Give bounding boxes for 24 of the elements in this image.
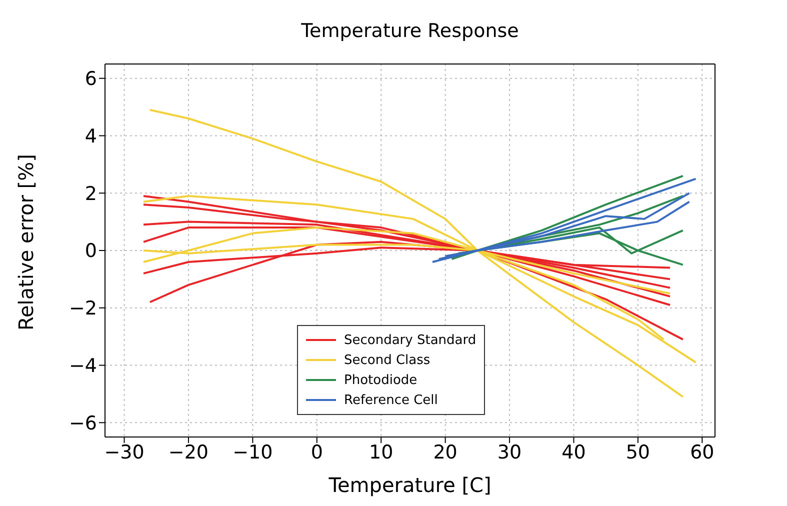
x-tick-label: 0 [310, 441, 323, 464]
x-tick-label: −10 [232, 441, 273, 464]
x-tick-label: −20 [168, 441, 209, 464]
x-axis-title: Temperature [C] [328, 473, 492, 497]
x-tick-label: 30 [497, 441, 522, 464]
x-tick-label: 50 [626, 441, 650, 464]
y-tick-label: −4 [68, 355, 97, 378]
y-tick-label: −6 [68, 412, 97, 434]
y-axis-title: Relative error [%] [14, 154, 38, 330]
legend-label: Photodiode [344, 372, 418, 388]
y-tick-label: 2 [84, 182, 97, 205]
y-tick-label: 6 [84, 68, 97, 90]
chart-title: Temperature Response [300, 20, 520, 42]
y-tick-label: 0 [84, 240, 97, 262]
x-tick-label: 40 [562, 441, 586, 464]
legend-label: Reference Cell [344, 392, 438, 408]
legend-label: Second Class [344, 352, 430, 368]
x-tick-label: −30 [104, 441, 144, 464]
y-tick-label: −2 [68, 298, 97, 320]
legend-label: Secondary Standard [344, 332, 476, 348]
x-tick-label: 20 [433, 441, 458, 464]
x-tick-label: 10 [369, 441, 394, 464]
y-tick-label: 4 [84, 125, 97, 148]
x-tick-label: 60 [690, 441, 714, 464]
